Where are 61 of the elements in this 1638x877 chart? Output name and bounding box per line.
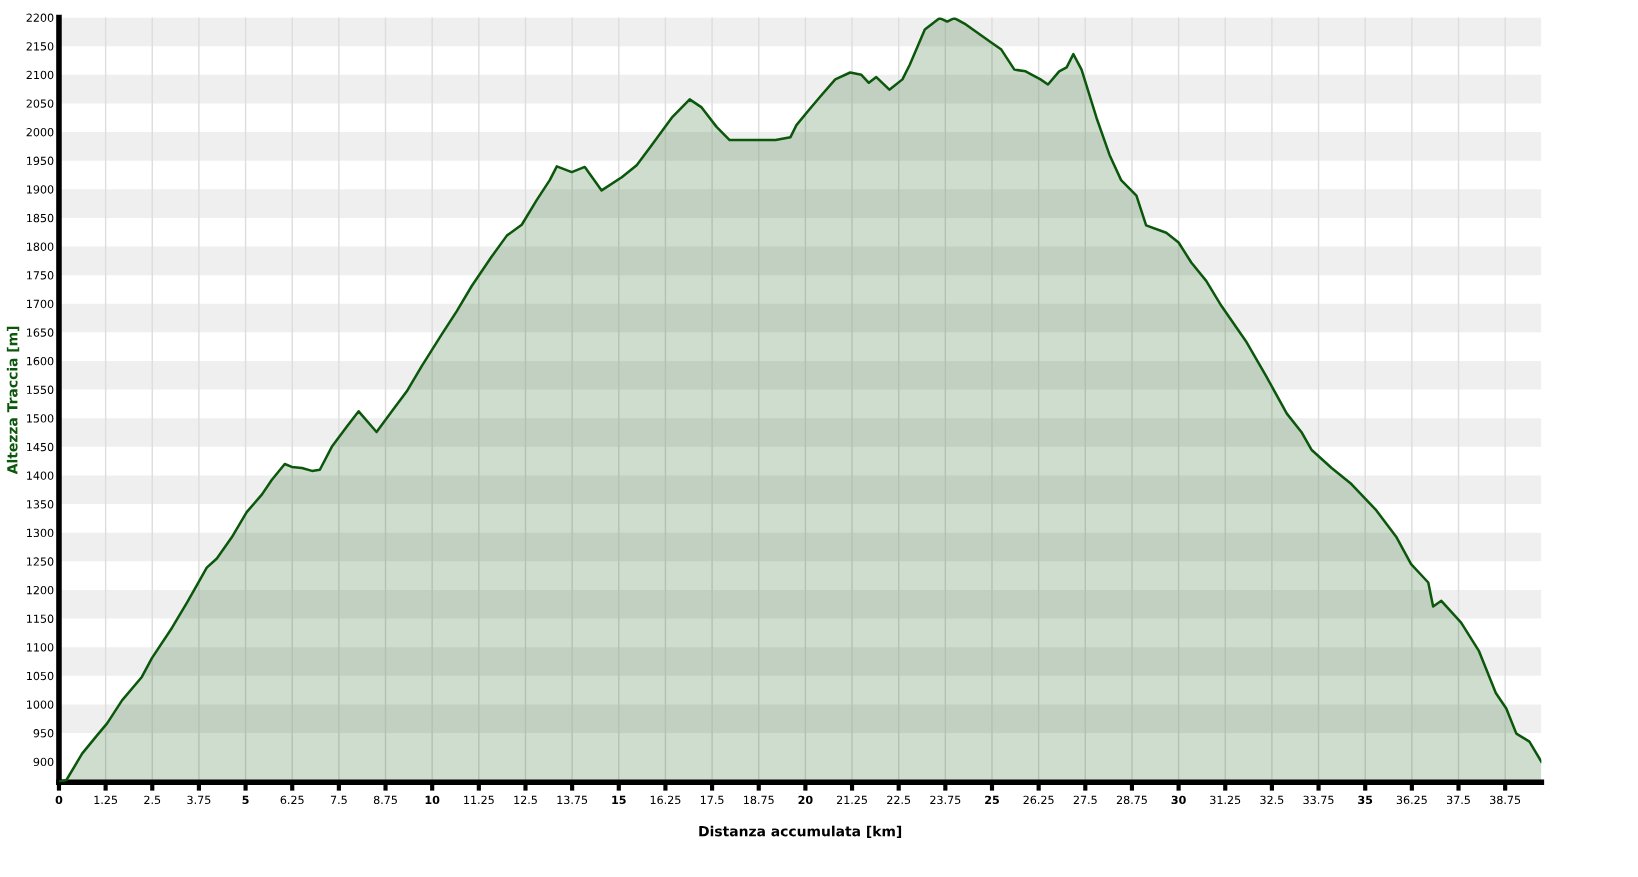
y-tick-label: 1150 bbox=[27, 614, 54, 623]
x-tick-label: 10 bbox=[425, 795, 440, 805]
x-tick-label: 12.5 bbox=[514, 795, 537, 805]
x-tick-label: 35 bbox=[1358, 795, 1373, 805]
y-tick-label: 2150 bbox=[26, 42, 54, 51]
x-tick-label: 27.5 bbox=[1073, 795, 1097, 805]
x-tick-label: 6.25 bbox=[280, 795, 304, 805]
x-tick-label: 3.75 bbox=[187, 795, 211, 805]
x-tick-label: 5 bbox=[242, 795, 249, 805]
y-tick-label: 1750 bbox=[27, 271, 54, 280]
x-tick-label: 21.25 bbox=[836, 795, 867, 805]
x-tick-label: 16.25 bbox=[650, 795, 681, 805]
x-tick-label: 22.5 bbox=[887, 795, 911, 805]
y-tick-label: 1800 bbox=[27, 242, 54, 251]
y-tick-label: 1550 bbox=[27, 385, 54, 394]
y-tick-label: 1300 bbox=[27, 528, 54, 538]
y-tick-label: 900 bbox=[33, 757, 54, 767]
x-tick-label: 23.75 bbox=[930, 795, 961, 805]
y-tick-label: 1700 bbox=[27, 299, 54, 309]
y-tick-label: 1450 bbox=[27, 442, 54, 452]
y-tick-label: 1850 bbox=[27, 213, 54, 223]
y-tick-label: 1050 bbox=[27, 671, 54, 681]
x-tick-label: 13.75 bbox=[557, 795, 588, 805]
x-tick-label: 26.25 bbox=[1023, 795, 1054, 805]
x-tick-label: 36.25 bbox=[1396, 795, 1427, 805]
x-tick-label: 38.75 bbox=[1490, 795, 1521, 805]
x-tick-label: 11.25 bbox=[464, 795, 494, 805]
y-tick-label: 1950 bbox=[27, 156, 54, 166]
x-tick-label: 15 bbox=[612, 795, 626, 805]
y-tick-label: 1100 bbox=[27, 643, 54, 652]
y-tick-label: 2050 bbox=[26, 99, 54, 108]
y-tick-label: 1000 bbox=[27, 700, 54, 709]
x-tick-label: 30 bbox=[1171, 795, 1186, 805]
x-tick-label: 1.25 bbox=[94, 795, 118, 805]
y-tick-label: 1900 bbox=[27, 185, 54, 194]
y-tick-label: 1350 bbox=[27, 500, 54, 509]
x-axis-title: Distanza accumulata [km] bbox=[699, 825, 902, 839]
y-tick-label: 1400 bbox=[27, 471, 54, 480]
y-tick-label: 950 bbox=[33, 729, 54, 738]
x-tick-label: 7.5 bbox=[330, 795, 347, 805]
y-tick-label: 2100 bbox=[26, 70, 54, 80]
x-tick-label: 18.75 bbox=[744, 795, 774, 805]
x-tick-label: 33.75 bbox=[1303, 795, 1334, 805]
y-tick-label: 2000 bbox=[26, 128, 54, 137]
x-tick-label: 2.5 bbox=[144, 795, 161, 805]
y-tick-label: 2200 bbox=[26, 13, 54, 22]
y-axis-title: Altezza Traccia [m] bbox=[6, 326, 20, 475]
x-tick-label: 28.75 bbox=[1116, 795, 1147, 805]
y-tick-label: 1200 bbox=[27, 585, 54, 595]
x-tick-label: 0 bbox=[55, 795, 63, 805]
x-tick-label: 25 bbox=[985, 795, 999, 805]
y-tick-label: 1650 bbox=[27, 328, 54, 337]
x-tick-label: 31.25 bbox=[1210, 795, 1241, 805]
y-tick-label: 1600 bbox=[27, 356, 54, 366]
x-tick-label: 17.5 bbox=[700, 795, 724, 805]
y-tick-label: 1500 bbox=[27, 414, 54, 423]
y-tick-label: 1250 bbox=[27, 557, 54, 566]
x-tick-label: 37.5 bbox=[1446, 795, 1470, 805]
x-tick-label: 32.5 bbox=[1260, 795, 1284, 805]
x-tick-label: 20 bbox=[798, 795, 813, 805]
x-tick-label: 8.75 bbox=[373, 795, 397, 805]
